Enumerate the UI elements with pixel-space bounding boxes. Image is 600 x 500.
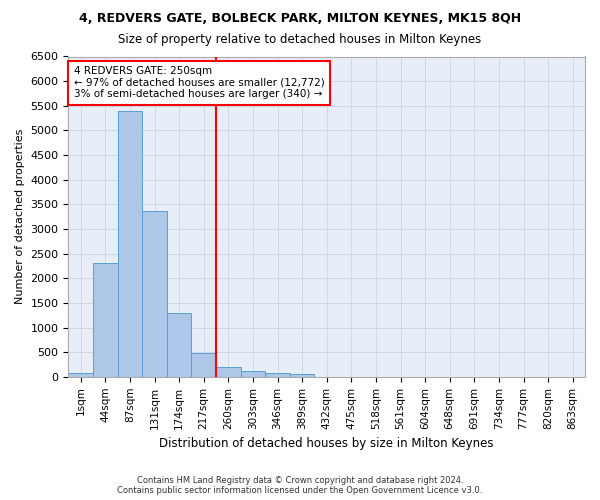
Bar: [93, 264, 118, 377]
Bar: [290, 374, 314, 377]
Bar: [216, 367, 241, 377]
Bar: [118, 110, 142, 377]
Bar: [142, 210, 167, 377]
X-axis label: Distribution of detached houses by size in Milton Keynes: Distribution of detached houses by size …: [160, 437, 494, 450]
Bar: [265, 374, 290, 377]
Bar: [241, 371, 265, 377]
Bar: [167, 313, 191, 377]
Text: Size of property relative to detached houses in Milton Keynes: Size of property relative to detached ho…: [118, 32, 482, 46]
Text: 4 REDVERS GATE: 250sqm
← 97% of detached houses are smaller (12,772)
3% of semi-: 4 REDVERS GATE: 250sqm ← 97% of detached…: [74, 66, 325, 100]
Y-axis label: Number of detached properties: Number of detached properties: [15, 129, 25, 304]
Bar: [191, 352, 216, 377]
Text: 4, REDVERS GATE, BOLBECK PARK, MILTON KEYNES, MK15 8QH: 4, REDVERS GATE, BOLBECK PARK, MILTON KE…: [79, 12, 521, 26]
Text: Contains HM Land Registry data © Crown copyright and database right 2024.
Contai: Contains HM Land Registry data © Crown c…: [118, 476, 482, 495]
Bar: [68, 373, 93, 377]
